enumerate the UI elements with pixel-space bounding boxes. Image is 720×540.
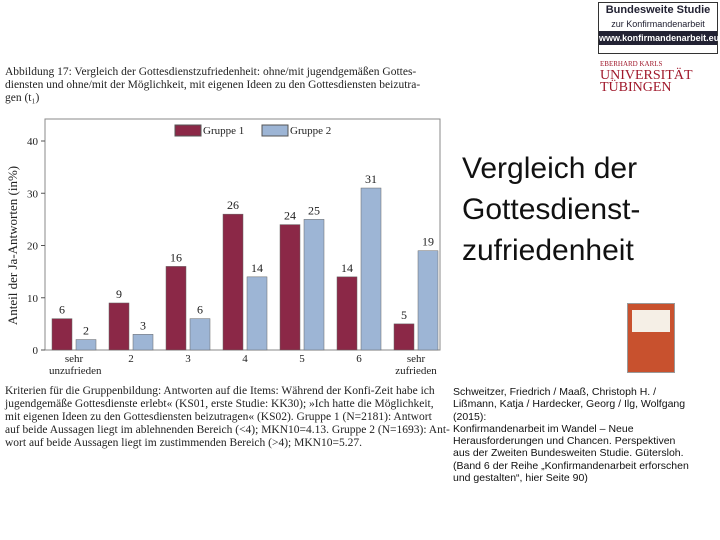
x-tick-label: 4 [242, 353, 248, 365]
bar [303, 219, 325, 351]
legend-label: Gruppe 2 [290, 125, 331, 137]
bar [360, 187, 382, 351]
x-tick-box: 4 [242, 353, 248, 365]
x-tick-box: 3 [185, 353, 191, 365]
bar [222, 213, 244, 351]
text-line: jugendgemäße Gottesdienste erlebt« (KS01… [5, 398, 434, 410]
x-tick-label: 6 [356, 353, 362, 365]
x-tick-label: sehr unzufrieden [49, 353, 102, 377]
text-line: Konfirmandenarbeit im Wandel – Neue [453, 422, 634, 435]
x-tick-box: 5 [299, 353, 305, 365]
text-line: und gestalten“, hier Seite 90) [453, 472, 588, 485]
logo-line: www.konfirmandenarbeit.eu [599, 31, 720, 45]
text-line: Abbildung 17: Vergleich der Gottesdienst… [5, 66, 417, 78]
x-tick-box: 6 [356, 353, 362, 365]
x-tick-label: 2 [128, 353, 134, 365]
value-label: 6 [197, 303, 203, 317]
bar [246, 276, 268, 351]
criteria: Kriterien für die Gruppenbildung: Antwor… [5, 385, 450, 450]
text-line: (2015): [453, 410, 487, 423]
text-line: mit eigenen Ideen zu den Gottesdiensten … [5, 411, 432, 423]
value-label: 5 [401, 308, 407, 322]
x-tick-label: sehr zufrieden [395, 353, 437, 377]
text-line: (Band 6 der Reihe „Konfirmandenarbeit er… [453, 459, 689, 472]
value-label: 19 [422, 235, 434, 249]
value-label: 26 [227, 198, 239, 212]
text-line: Vergleich der [462, 152, 638, 185]
bar [417, 250, 439, 351]
legend-swatch [261, 124, 289, 137]
x-tick-box: sehr unzufrieden [49, 353, 102, 377]
logo: Bundesweite Studie zur Konfirmandenarbei… [598, 2, 720, 54]
bar [279, 224, 301, 351]
university: EBERHARD KARLS UNIVERSITÄT TÜBINGEN [600, 58, 693, 95]
uni-line: EBERHARD KARLS [600, 60, 663, 68]
y-tick-label: 40 [27, 136, 39, 148]
value-label: 25 [308, 203, 320, 217]
x-tick-label: 5 [299, 353, 305, 365]
value-label: 14 [341, 261, 353, 275]
y-axis-label: Anteil der Ja-Antworten (in%) [5, 166, 20, 325]
text-line: Gottesdienst- [462, 193, 641, 226]
value-label: 9 [116, 287, 122, 301]
text-line: Kriterien für die Gruppenbildung: Antwor… [5, 385, 435, 397]
y-tick-label: 20 [27, 241, 39, 253]
text-line: Lißmann, Katja / Hardecker, Georg / Ilg,… [453, 398, 686, 411]
value-label: 2 [83, 324, 89, 338]
caption: Abbildung 17: Vergleich der Gottesdienst… [5, 66, 420, 105]
bar [132, 334, 154, 351]
value-label: 16 [170, 250, 182, 264]
book-cover [627, 303, 675, 373]
text-line: gen (t₁) [5, 92, 40, 104]
y-tick-label: 0 [33, 345, 39, 357]
bar [108, 302, 130, 351]
y-tick-label: 10 [27, 293, 39, 305]
bar [189, 318, 211, 351]
text-line: aus der Zweiten Bundesweiten Studie. Güt… [453, 447, 684, 460]
value-label: 6 [59, 303, 65, 317]
text-line: auf beide Aussagen liegt im ablehnenden … [5, 424, 450, 436]
text-line: wort auf beide Aussagen liegt im zustimm… [5, 437, 362, 449]
bar [165, 266, 187, 351]
text-line: Herausforderungen und Chancen. Perspekti… [453, 435, 676, 448]
value-label: 31 [365, 172, 377, 186]
bar [336, 276, 358, 351]
slide-title: Vergleich der Gottesdienst-zufriedenheit [462, 148, 640, 271]
text-line: diensten und ohne/mit der Möglichkeit, m… [5, 79, 421, 91]
text-line: Schweitzer, Friedrich / Maaß, Christoph … [453, 386, 657, 398]
x-tick-box: sehr zufrieden [395, 353, 437, 377]
citation: Schweitzer, Friedrich / Maaß, Christoph … [453, 386, 689, 484]
x-tick-box: 2 [128, 353, 134, 365]
text-line: zufriedenheit [462, 234, 634, 267]
logo-line: Bundesweite Studie [605, 4, 711, 16]
legend-swatch [174, 124, 202, 137]
uni-line: TÜBINGEN [600, 80, 672, 95]
value-label: 24 [284, 209, 296, 223]
chart: 0 10 20 30 40 Anteil der Ja-Antworten (in%) Gr… [5, 118, 441, 377]
bar [75, 339, 97, 351]
uni-line: UNIVERSITÄT [600, 68, 693, 83]
logo-line: zur Konfirmandenarbeit [611, 19, 705, 29]
value-label: 3 [140, 318, 146, 332]
bar [393, 323, 415, 351]
y-tick-label: 30 [27, 188, 39, 200]
value-label: 14 [251, 261, 263, 275]
legend-label: Gruppe 1 [203, 125, 244, 137]
bar [51, 318, 73, 351]
x-tick-label: 3 [185, 353, 191, 365]
